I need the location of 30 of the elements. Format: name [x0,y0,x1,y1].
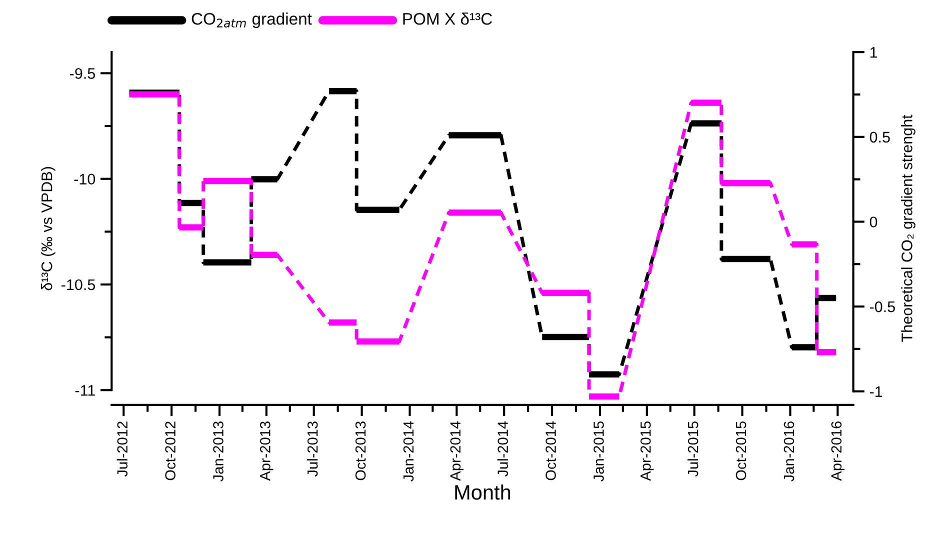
y2-axis-title: Theoretical CO₂ gradient strenght [901,114,916,342]
x-tick-label: Oct-2013 [355,422,366,480]
y-tick-label: -10 [74,174,96,185]
x-tick-label: Oct-2014 [546,421,556,480]
y-axis-title: δ¹³C (‰ vs VPDB) [41,167,56,290]
y2-tick-label: 0.5 [870,132,890,143]
x-tick-label: Jan-2016 [784,422,794,482]
x-tick-label: Jan-2013 [213,422,224,482]
legend-label: POM X δ¹³C [403,12,492,25]
x-tick-label: Jan-2014 [403,421,414,482]
y2-tick-label: 1 [870,47,878,58]
x-tick-label: Jul-2014 [497,421,508,477]
x-tick-label: Apr-2016 [831,422,844,481]
x-tick-label: Apr-2013 [260,422,274,481]
y2-tick-label: -0.5 [870,301,895,312]
x-tick-label: Jul-2013 [307,422,318,477]
x-tick-label: Jan-2015 [594,421,604,482]
y2-tick-label: 0 [870,216,878,228]
y-tick-label: -9.5 [70,68,96,79]
x-tick-label: Apr-2014 [450,421,464,481]
x-tick-label: Oct-2012 [165,422,176,480]
legend-label: CO$_{2atm}$ gradient [192,12,312,28]
x-tick-label: Apr-2015 [640,421,654,481]
x-tick-label: Jul-2015 [688,421,698,477]
x-tick-label: Jul-2012 [116,422,128,477]
y-tick-label: -11 [75,385,95,396]
x-axis-title: Month [455,484,510,500]
y-tick-label: -10.5 [62,279,96,290]
x-tick-label: Oct-2015 [736,421,746,480]
y2-tick-label: -1 [870,386,882,397]
